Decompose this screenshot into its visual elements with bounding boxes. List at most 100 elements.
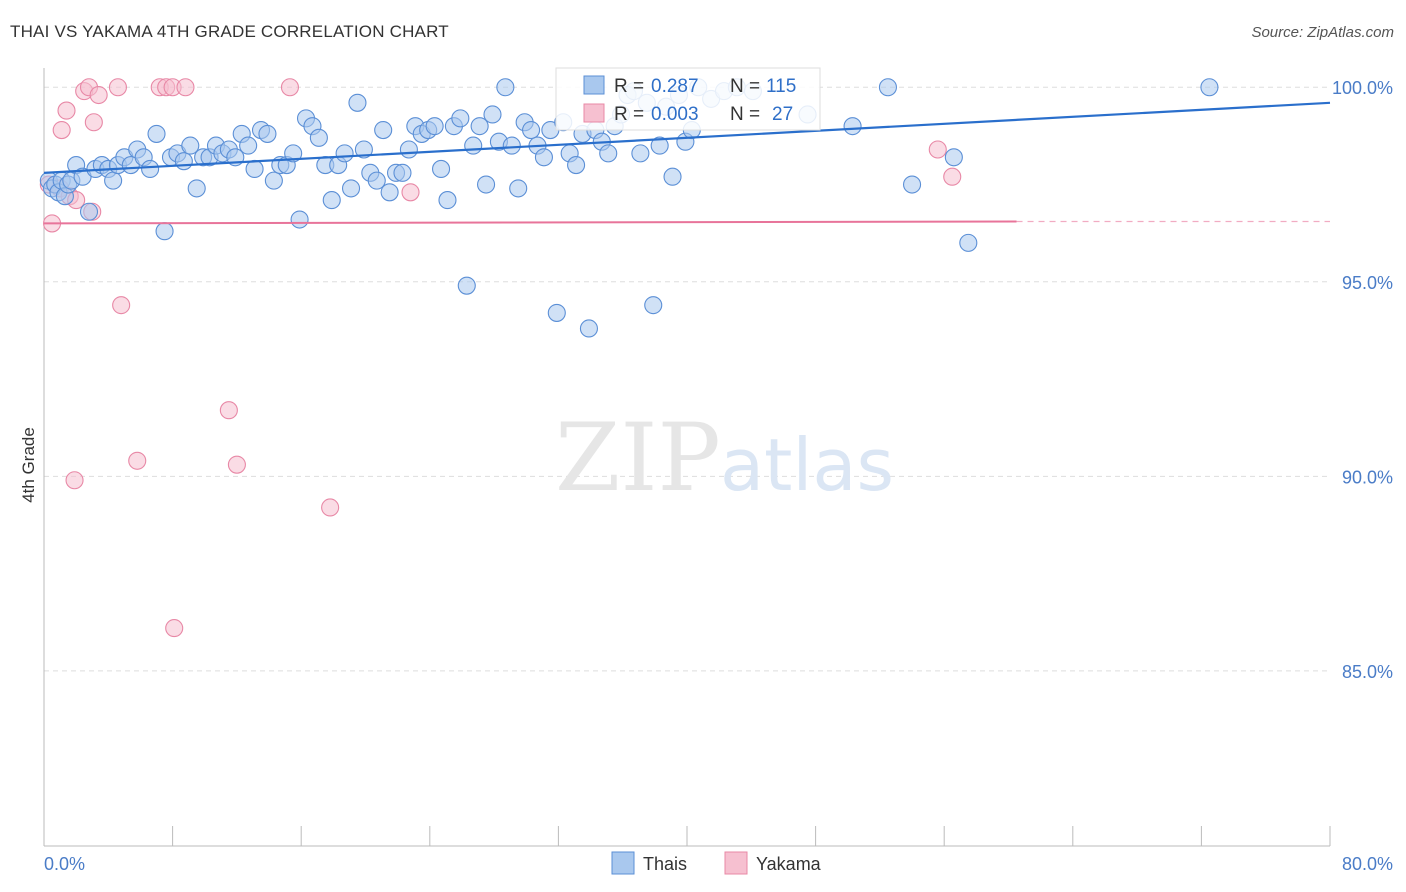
thais-point — [79, 202, 99, 221]
thais-point — [290, 210, 309, 229]
watermark-zip: ZIP — [555, 404, 721, 513]
thais-point — [367, 171, 386, 190]
thais-point — [599, 144, 618, 163]
thais-point — [335, 144, 354, 163]
thais-point — [104, 171, 123, 190]
thais-point — [322, 191, 341, 210]
thais-point — [650, 136, 669, 155]
thais-point — [483, 105, 502, 124]
series-thais — [39, 78, 1219, 338]
x-tick-label: 0.0% — [44, 854, 85, 874]
thais-point — [567, 156, 586, 175]
legend-swatch-thais — [611, 851, 635, 875]
yakama-point — [112, 296, 131, 315]
thais-point — [644, 296, 663, 315]
x-tick-labels: 0.0% 80.0% — [44, 854, 1393, 874]
yakama-point — [52, 120, 71, 140]
yakama-point — [165, 619, 184, 638]
y-axis-label: 4th Grade — [19, 427, 38, 503]
yakama-point — [84, 113, 103, 132]
stat-n-label-yakama: N = — [730, 104, 760, 125]
thais-point — [959, 233, 978, 252]
thais-point — [878, 78, 897, 97]
yakama-point — [108, 78, 127, 97]
thais-point — [348, 93, 367, 112]
thais-point — [380, 183, 399, 202]
thais-point — [579, 319, 598, 338]
thais-point — [1200, 78, 1219, 97]
thais-point — [354, 140, 373, 159]
yakama-point — [219, 401, 238, 420]
yakama-point — [176, 78, 195, 97]
thais-point — [264, 171, 283, 190]
thais-point — [522, 120, 541, 140]
thais-point — [502, 136, 521, 155]
stats-swatch-yakama — [583, 103, 605, 123]
stat-r-label-thais: R = — [614, 76, 644, 97]
thais-point — [843, 117, 862, 136]
stat-r-value-thais: 0.287 — [651, 76, 699, 97]
thais-point — [663, 167, 682, 186]
thais-point — [309, 128, 328, 147]
thais-point — [425, 117, 444, 136]
legend-label-yakama: Yakama — [756, 854, 822, 874]
thais-point — [534, 148, 553, 167]
yakama-point — [227, 455, 246, 474]
legend: Thais Yakama — [611, 851, 822, 875]
thais-point — [284, 144, 303, 163]
thais-point — [341, 179, 361, 198]
stat-n-value-thais: 115 — [766, 76, 796, 97]
stats-box: R = 0.287 N = 115 R = 0.003 N = 27 — [555, 67, 821, 131]
chart-title: THAI VS YAKAMA 4TH GRADE CORRELATION CHA… — [10, 22, 449, 41]
axes — [43, 68, 1331, 847]
thais-point — [258, 124, 277, 143]
watermark-atlas: atlas — [720, 423, 894, 507]
thais-point — [509, 179, 528, 198]
thais-point — [902, 175, 922, 194]
thais-trend-line — [43, 101, 1331, 174]
stat-r-value-yakama: 0.003 — [651, 104, 699, 125]
y-tick-label: 85.0% — [1342, 662, 1393, 682]
thais-point — [174, 152, 193, 171]
thais-point — [245, 159, 264, 179]
yakama-point — [65, 471, 84, 490]
thais-point — [547, 303, 566, 322]
trend-lines — [43, 101, 1331, 225]
thais-point — [399, 140, 418, 159]
y-tick-label: 95.0% — [1342, 273, 1393, 293]
thais-point — [496, 78, 515, 97]
thais-point — [147, 124, 166, 143]
yakama-point — [128, 451, 147, 470]
stat-r-label-yakama: R = — [614, 104, 644, 125]
thais-point — [457, 276, 476, 295]
y-tick-label: 90.0% — [1342, 467, 1393, 487]
thais-point — [477, 175, 496, 194]
thais-point — [464, 136, 483, 155]
source-note: Source: ZipAtlas.com — [1251, 24, 1394, 41]
legend-label-thais: Thais — [643, 854, 687, 874]
thais-point — [155, 222, 174, 241]
yakama-point — [321, 498, 340, 517]
thais-point — [393, 163, 412, 182]
y-tick-label: 100.0% — [1332, 78, 1393, 98]
x-tick-label: 80.0% — [1342, 854, 1393, 874]
thais-point — [438, 191, 457, 210]
yakama-point — [401, 183, 420, 202]
thais-point — [374, 120, 393, 140]
legend-swatch-yakama — [724, 851, 748, 875]
watermark: ZIP atlas — [555, 404, 894, 513]
thais-point — [432, 159, 451, 179]
thais-point — [141, 159, 160, 179]
yakama-point — [89, 85, 108, 105]
yakama-point — [57, 101, 76, 120]
thais-point — [181, 136, 200, 155]
thais-point — [631, 144, 650, 163]
yakama-point — [280, 78, 299, 97]
stats-swatch-thais — [583, 75, 605, 95]
y-tick-labels: 100.0% 95.0% 90.0% 85.0% — [1332, 78, 1393, 682]
stat-n-value-yakama: 27 — [772, 104, 793, 125]
grid — [44, 86, 1330, 672]
yakama-point — [928, 140, 947, 159]
thais-point — [944, 148, 963, 167]
